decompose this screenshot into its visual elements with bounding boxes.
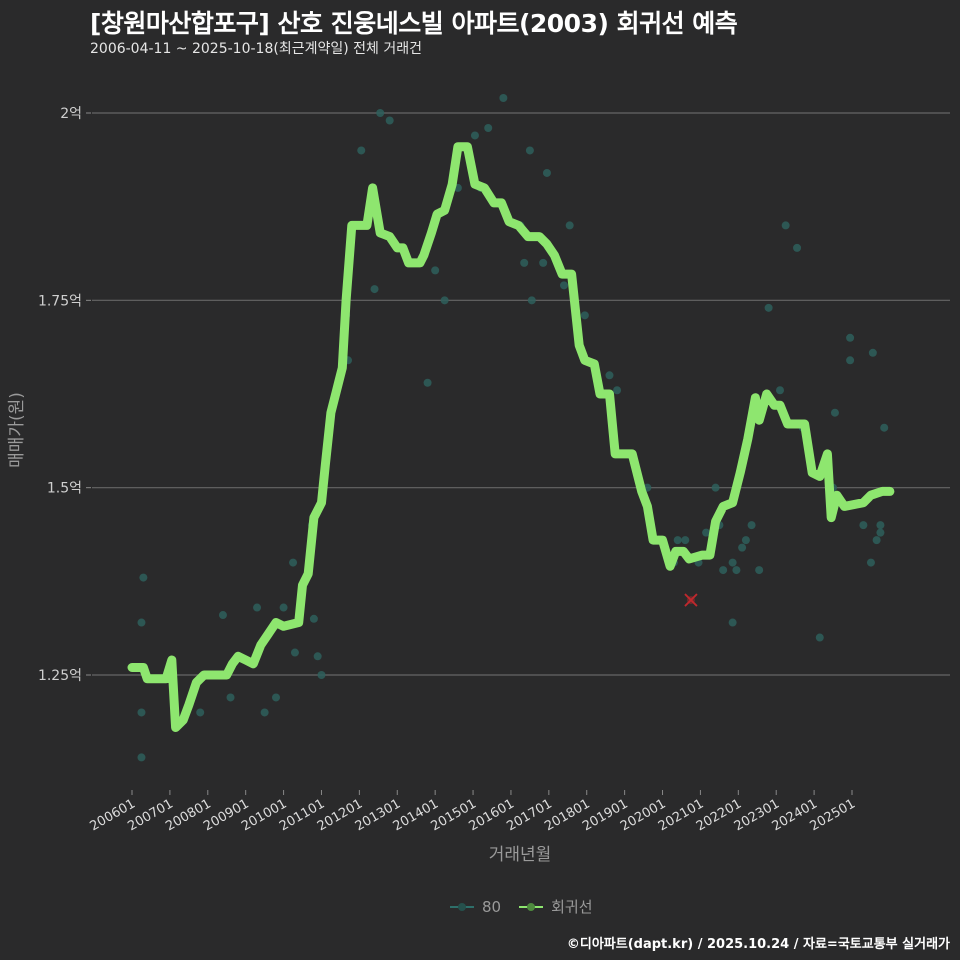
gridlines	[92, 112, 950, 676]
data-point	[580, 311, 589, 320]
legend-label: 회귀선	[551, 898, 593, 916]
data-point	[732, 566, 741, 575]
data-point	[747, 521, 756, 530]
data-point	[440, 296, 449, 305]
data-point	[470, 131, 479, 140]
data-point	[673, 536, 682, 545]
data-point	[815, 633, 824, 642]
data-point	[542, 168, 551, 177]
data-point	[876, 528, 885, 537]
data-point	[866, 558, 875, 567]
legend-item-regression[interactable]: 회귀선	[519, 896, 593, 917]
data-point	[565, 221, 574, 230]
data-point	[309, 614, 318, 623]
data-point	[776, 386, 784, 395]
data-point	[872, 536, 881, 545]
data-point	[357, 146, 366, 155]
legend-key-icon	[450, 901, 474, 913]
data-point	[260, 708, 269, 717]
data-point	[755, 566, 764, 575]
legend-item-80[interactable]: 80	[450, 898, 501, 916]
data-point	[793, 243, 802, 252]
regression-line	[127, 142, 895, 732]
data-point	[137, 753, 146, 762]
y-tick-label: 1.75억	[38, 293, 82, 309]
data-point	[880, 423, 889, 432]
data-point	[137, 618, 146, 627]
data-point	[539, 258, 548, 267]
y-axis-title: 매매가(원)	[7, 392, 27, 468]
data-point	[525, 146, 534, 155]
data-point	[830, 408, 839, 417]
data-point	[218, 611, 227, 620]
data-point	[484, 123, 493, 132]
data-point	[560, 281, 568, 290]
data-point	[711, 483, 720, 492]
y-tick-label: 1.25억	[38, 668, 82, 684]
data-point	[313, 652, 322, 661]
y-tick-label: 2억	[60, 106, 82, 122]
y-axis-ticks: 2억 1.75억 1.5억 1.25억	[38, 106, 91, 684]
data-point	[431, 266, 440, 275]
data-point	[272, 693, 280, 702]
chart-subtitle: 2006-04-11 ~ 2025-10-18(최근계약일) 전체 거래건	[90, 41, 422, 57]
data-point	[605, 371, 614, 380]
data-point	[859, 521, 868, 530]
data-point	[681, 536, 690, 545]
legend-label: 80	[482, 897, 502, 916]
highlight-marker	[684, 593, 698, 607]
data-point	[846, 356, 855, 365]
data-point	[520, 258, 529, 267]
data-point	[290, 648, 299, 657]
data-point	[253, 603, 262, 612]
data-point	[764, 303, 773, 312]
x-axis-title: 거래년월	[489, 845, 552, 865]
footer-credit: ©디아파트(dapt.kr) / 2025.10.24 / 자료=국토교통부 실…	[566, 937, 950, 952]
data-point	[423, 378, 432, 387]
data-point	[868, 348, 877, 357]
data-point	[741, 536, 750, 545]
data-point	[196, 708, 205, 717]
data-point	[279, 603, 288, 612]
legend: 80 회귀선	[450, 896, 603, 917]
data-point	[139, 573, 148, 582]
data-point	[702, 528, 711, 537]
data-point	[781, 221, 790, 230]
chart-title: [창원마산합포구] 산호 진웅네스빌 아파트(2003) 회귀선 예측	[90, 9, 738, 38]
data-point	[499, 94, 508, 103]
data-point	[728, 618, 737, 627]
y-tick-label: 1.5억	[47, 481, 82, 497]
x-axis-ticks: 2006012007012008012009012010012011012012…	[88, 790, 858, 834]
data-point	[376, 109, 385, 117]
data-point	[876, 521, 885, 530]
data-point	[137, 708, 146, 717]
data-point	[385, 116, 394, 125]
regression-line-path	[127, 142, 895, 732]
data-point	[719, 566, 728, 575]
data-point	[289, 558, 298, 567]
data-point	[370, 285, 379, 294]
data-point	[317, 671, 326, 679]
data-point	[613, 386, 622, 395]
data-point	[226, 693, 235, 702]
data-point	[728, 558, 737, 567]
legend-key-icon	[519, 901, 544, 913]
data-point	[527, 296, 536, 305]
data-point	[846, 333, 855, 342]
data-point	[738, 543, 747, 552]
